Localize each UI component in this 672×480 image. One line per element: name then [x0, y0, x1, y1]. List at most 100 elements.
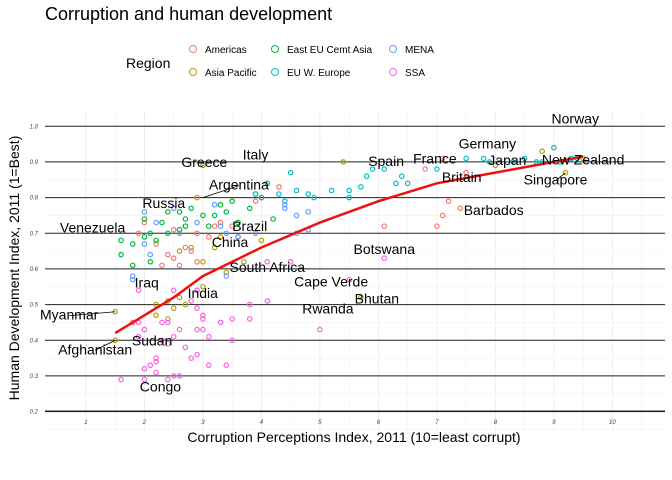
data-point	[182, 223, 189, 229]
data-point	[217, 219, 224, 226]
data-point	[229, 223, 235, 229]
data-point	[457, 205, 464, 212]
trend-line	[114, 155, 584, 335]
data-point	[282, 198, 288, 204]
data-point	[170, 255, 177, 262]
data-point	[165, 230, 171, 237]
data-point	[305, 209, 312, 215]
data-point	[129, 241, 136, 247]
legend-label: Americas	[205, 45, 247, 56]
data-point	[129, 262, 136, 269]
data-point	[188, 298, 195, 304]
data-point	[252, 191, 259, 197]
annotation-label: Singapore	[524, 172, 588, 188]
data-point	[211, 212, 218, 219]
data-point	[176, 230, 183, 237]
data-point	[270, 216, 276, 222]
data-point	[200, 212, 206, 219]
annotation-leader	[202, 185, 240, 198]
data-point	[176, 294, 183, 301]
legend-item-americas: Americas	[189, 45, 247, 56]
legend-label: Asia Pacific	[205, 68, 257, 79]
data-point	[217, 201, 224, 208]
annotation-label: India	[188, 285, 219, 301]
legend-label: East EU Cemt Asia	[287, 45, 373, 56]
data-point	[229, 198, 235, 204]
data-point	[165, 209, 171, 215]
data-point	[521, 155, 528, 162]
y-tick-label: 0.2	[30, 410, 39, 416]
legend-swatch-ssa	[389, 68, 397, 77]
data-point	[176, 226, 183, 233]
data-point	[580, 155, 586, 162]
legend-item-ssa: SSA	[389, 68, 425, 79]
x-tick-label: 4	[260, 420, 264, 426]
data-point	[159, 262, 165, 269]
data-point	[287, 258, 294, 265]
data-point	[194, 230, 200, 237]
data-point	[141, 241, 148, 247]
data-point	[205, 362, 212, 369]
data-point	[223, 230, 230, 237]
annotation-label: France	[413, 151, 457, 167]
annotation-label: Sudan	[132, 333, 172, 349]
data-point	[194, 326, 200, 333]
data-point	[422, 166, 428, 172]
annotation-label: Spain	[368, 153, 404, 169]
data-point	[141, 365, 148, 372]
y-tick-label: 0.4	[30, 338, 39, 344]
data-point	[463, 169, 469, 176]
data-point	[264, 180, 271, 187]
data-point	[153, 355, 159, 361]
x-tick-label: 5	[318, 420, 322, 426]
data-point	[153, 312, 159, 319]
data-point	[328, 187, 335, 194]
data-point	[118, 237, 124, 244]
y-tick-label: 0.7	[30, 231, 39, 237]
data-point	[170, 287, 177, 294]
x-tick-label: 3	[201, 420, 205, 426]
data-point	[170, 305, 177, 311]
data-point	[346, 276, 352, 283]
annotation-label: Cape Verde	[294, 274, 368, 290]
data-point	[258, 237, 265, 244]
data-point	[153, 369, 159, 376]
data-point	[398, 173, 405, 180]
data-point	[246, 301, 253, 308]
data-point	[147, 230, 154, 237]
data-point	[129, 273, 136, 279]
annotation-label: Bhutan	[355, 290, 399, 306]
data-point	[141, 234, 148, 240]
data-point	[434, 223, 440, 229]
data-point	[393, 180, 399, 187]
annotation-label: Brazil	[232, 218, 267, 234]
legend-label: MENA	[405, 45, 434, 56]
data-point	[165, 376, 171, 383]
legend-swatch-eu-w-europe	[271, 68, 279, 77]
data-point	[404, 180, 411, 187]
data-point	[194, 287, 200, 294]
data-point	[141, 326, 148, 333]
legend-label: EU W. Europe	[287, 68, 351, 79]
annotation-label: Venezuela	[60, 220, 126, 236]
legend-title: Region	[126, 55, 171, 71]
y-tick-label: 0.3	[30, 374, 39, 380]
data-point	[194, 258, 200, 265]
data-point	[200, 312, 206, 319]
data-point	[194, 219, 200, 226]
y-tick-label: 0.8	[30, 196, 39, 202]
data-point	[217, 223, 224, 229]
data-point	[147, 362, 154, 369]
data-point	[188, 244, 195, 251]
legend-item-mena: MENA	[389, 45, 434, 56]
data-point	[182, 216, 189, 222]
data-point	[200, 162, 206, 169]
data-point	[188, 355, 195, 361]
annotation-label: New Zealand	[542, 151, 625, 167]
data-point	[200, 316, 206, 322]
data-point	[182, 344, 189, 351]
data-point	[153, 241, 159, 247]
data-point	[246, 316, 253, 322]
data-point	[358, 294, 364, 301]
